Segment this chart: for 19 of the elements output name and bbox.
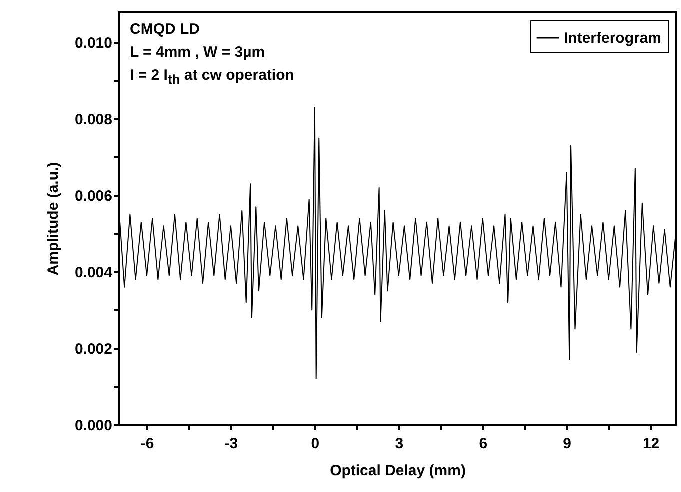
y-tick-label: 0.002	[74, 341, 112, 358]
x-tick-label: 3	[395, 436, 404, 452]
x-tick-label: 6	[479, 436, 488, 452]
y-tick-label: 0.006	[74, 188, 112, 206]
y-axis-title: Amplitude (a.u.)	[44, 162, 62, 276]
y-tick-label: 0.008	[74, 112, 112, 129]
y-tick-label: 0.004	[74, 264, 114, 282]
x-tick-label: -3	[224, 436, 238, 452]
annotation: CMQD LD	[130, 20, 201, 40]
y-tick-label: 0.010	[74, 35, 112, 52]
x-tick-label: 9	[563, 436, 572, 452]
x-tick-label: 12	[642, 436, 660, 452]
x-axis-title: Optical Delay (mm)	[330, 462, 466, 480]
x-tick-label: -6	[140, 436, 154, 452]
x-tick-label: 0	[311, 436, 320, 452]
annotation: L = 4mm , W = 3µm	[130, 43, 266, 63]
legend-label: Interferogram	[564, 30, 662, 47]
annotation: I = 2 I$_{th}$ at cw operation	[130, 66, 294, 89]
y-tick-label: 0.000	[74, 418, 112, 434]
